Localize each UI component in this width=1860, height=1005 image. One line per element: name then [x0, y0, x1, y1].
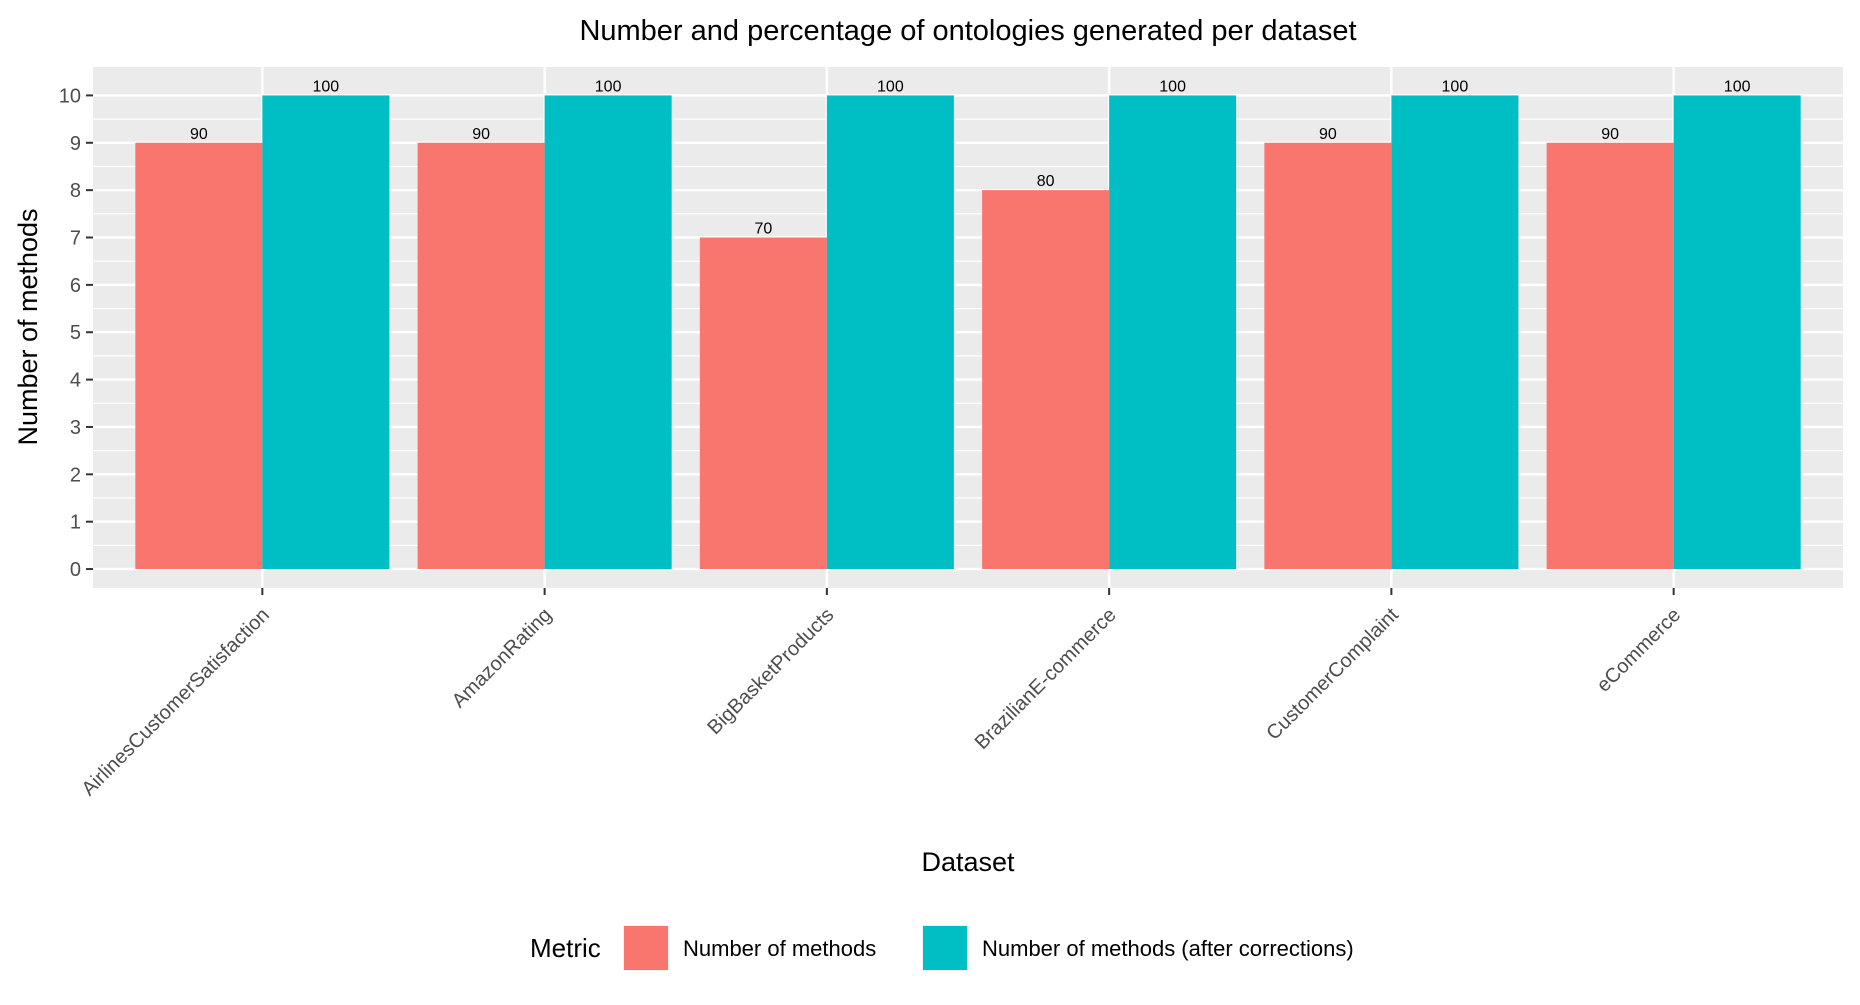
- bar-value-labels: 90 100 90 100 70 100 80 100 90 100 90 100: [190, 78, 1751, 237]
- bar-methods-after-corrections: [262, 95, 390, 570]
- y-tick-label: 10: [59, 85, 81, 107]
- y-tick-label: 1: [70, 512, 81, 534]
- bar-methods: [699, 237, 827, 570]
- bar-value-label: 90: [190, 126, 208, 143]
- legend-key-swatch: [923, 926, 967, 970]
- bar-value-label: 100: [1442, 78, 1469, 95]
- legend-entry-label: Number of methods (after corrections): [982, 936, 1354, 961]
- bar-value-label: 100: [313, 78, 340, 95]
- y-tick-label: 7: [70, 228, 81, 250]
- bar-value-label: 90: [1319, 126, 1337, 143]
- chart-title: Number and percentage of ontologies gene…: [579, 15, 1356, 47]
- legend-key-swatch: [624, 926, 668, 970]
- bars: [135, 95, 1801, 570]
- legend-entry-label: Number of methods: [683, 936, 876, 961]
- bar-methods-after-corrections: [1391, 95, 1519, 570]
- y-tick-label: 8: [70, 180, 81, 202]
- bar-methods: [1546, 142, 1674, 570]
- bar-methods: [982, 190, 1110, 570]
- bar-methods-after-corrections: [1109, 95, 1237, 570]
- y-tick-label: 5: [70, 322, 81, 344]
- bar-value-label: 100: [1159, 78, 1186, 95]
- bar-methods-after-corrections: [1673, 95, 1801, 570]
- y-tick-label: 9: [70, 133, 81, 155]
- bar-value-label: 90: [1601, 126, 1619, 143]
- y-tick-label: 3: [70, 417, 81, 439]
- y-tick-label: 4: [70, 370, 81, 392]
- y-tick-label: 0: [70, 559, 81, 581]
- bar-methods: [417, 142, 545, 570]
- y-tick-label: 2: [70, 464, 81, 486]
- bar-value-label: 100: [1724, 78, 1751, 95]
- y-axis-label: Number of methods: [13, 208, 43, 445]
- bar-methods-after-corrections: [544, 95, 672, 570]
- bar-methods-after-corrections: [826, 95, 954, 570]
- legend-title: Metric: [530, 933, 601, 963]
- bar-value-label: 80: [1037, 173, 1055, 190]
- bar-value-label: 70: [754, 221, 772, 238]
- y-axis: 0 1 2 3 4 5 6 7 8 9 10: [59, 85, 93, 581]
- bar-methods: [1264, 142, 1392, 570]
- x-axis-label: Dataset: [921, 847, 1015, 877]
- bar-value-label: 100: [877, 78, 904, 95]
- bar-value-label: 100: [595, 78, 622, 95]
- bar-value-label: 90: [472, 126, 490, 143]
- legend: Metric Number of methods Number of method…: [530, 925, 1354, 971]
- y-tick-label: 6: [70, 275, 81, 297]
- bar-methods: [135, 142, 263, 570]
